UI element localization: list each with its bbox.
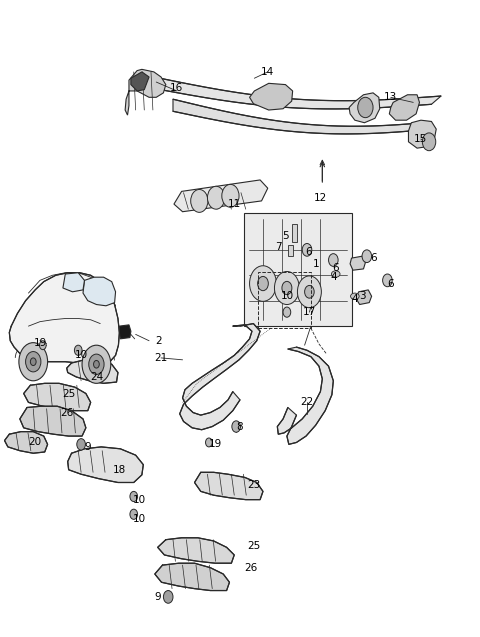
Circle shape <box>25 352 41 372</box>
Circle shape <box>89 354 104 375</box>
Circle shape <box>258 276 268 290</box>
Text: 9: 9 <box>155 592 161 602</box>
Circle shape <box>283 307 291 317</box>
Text: 6: 6 <box>387 278 394 289</box>
Text: 9: 9 <box>84 442 91 452</box>
Circle shape <box>232 421 240 433</box>
Text: 10: 10 <box>280 291 293 301</box>
Circle shape <box>130 491 138 501</box>
Circle shape <box>82 345 111 383</box>
Polygon shape <box>120 325 131 339</box>
Circle shape <box>302 243 312 256</box>
Text: 4: 4 <box>351 294 358 304</box>
Polygon shape <box>389 95 420 120</box>
Text: 21: 21 <box>155 353 168 363</box>
Polygon shape <box>67 360 118 383</box>
Circle shape <box>250 266 276 301</box>
Text: 18: 18 <box>113 465 126 475</box>
Polygon shape <box>63 273 84 292</box>
Bar <box>292 224 298 242</box>
Text: 19: 19 <box>33 338 47 348</box>
Text: 23: 23 <box>247 480 260 490</box>
Circle shape <box>205 438 212 447</box>
Polygon shape <box>408 120 436 148</box>
Circle shape <box>74 345 82 355</box>
Circle shape <box>275 271 300 304</box>
Text: 7: 7 <box>275 242 282 252</box>
Polygon shape <box>277 347 333 445</box>
Text: 3: 3 <box>359 291 365 301</box>
Text: 10: 10 <box>133 513 146 524</box>
Text: 6: 6 <box>305 247 312 257</box>
Circle shape <box>282 282 292 294</box>
Circle shape <box>298 276 322 308</box>
Polygon shape <box>244 213 351 326</box>
Circle shape <box>422 133 436 151</box>
Circle shape <box>358 97 373 118</box>
Polygon shape <box>4 432 48 454</box>
Ellipse shape <box>331 271 340 277</box>
Circle shape <box>163 590 173 603</box>
Polygon shape <box>157 538 234 563</box>
Text: 6: 6 <box>371 253 377 263</box>
Polygon shape <box>180 324 260 430</box>
Polygon shape <box>24 383 91 411</box>
Polygon shape <box>83 277 116 306</box>
Text: 8: 8 <box>237 422 243 431</box>
Polygon shape <box>68 447 144 482</box>
Text: 14: 14 <box>261 67 275 77</box>
Text: 5: 5 <box>282 231 289 241</box>
Text: 10: 10 <box>74 350 88 361</box>
Text: 24: 24 <box>91 372 104 382</box>
Ellipse shape <box>350 293 359 299</box>
Text: 13: 13 <box>384 92 397 103</box>
Text: 16: 16 <box>170 83 183 94</box>
Text: 19: 19 <box>208 440 222 449</box>
Text: 12: 12 <box>314 193 327 203</box>
Polygon shape <box>174 180 268 211</box>
Polygon shape <box>20 406 86 436</box>
Text: 26: 26 <box>244 562 257 573</box>
Circle shape <box>305 285 314 298</box>
Polygon shape <box>125 69 166 115</box>
Text: 4: 4 <box>330 272 336 282</box>
Polygon shape <box>349 93 380 123</box>
Text: 20: 20 <box>29 438 42 447</box>
Text: 17: 17 <box>303 307 316 317</box>
Polygon shape <box>356 290 372 304</box>
Circle shape <box>362 250 372 262</box>
Circle shape <box>130 509 138 519</box>
Text: 25: 25 <box>247 541 260 551</box>
Bar <box>288 245 293 256</box>
Polygon shape <box>131 72 149 91</box>
Circle shape <box>19 343 48 381</box>
Bar <box>258 272 311 328</box>
Text: 26: 26 <box>60 408 73 418</box>
Circle shape <box>94 361 99 368</box>
Polygon shape <box>250 83 293 110</box>
Circle shape <box>39 341 46 350</box>
Polygon shape <box>154 77 441 109</box>
Circle shape <box>383 274 392 287</box>
Text: 10: 10 <box>133 495 146 505</box>
Circle shape <box>77 439 85 450</box>
Polygon shape <box>155 563 229 590</box>
Circle shape <box>207 186 225 209</box>
Polygon shape <box>9 273 120 364</box>
Polygon shape <box>350 256 365 270</box>
Text: 25: 25 <box>62 389 75 399</box>
Circle shape <box>222 184 239 207</box>
Text: 6: 6 <box>333 262 339 273</box>
Circle shape <box>191 189 208 212</box>
Circle shape <box>30 358 36 366</box>
Polygon shape <box>194 472 263 499</box>
Text: 15: 15 <box>414 134 428 144</box>
Text: 11: 11 <box>228 199 241 209</box>
Circle shape <box>328 254 338 266</box>
Text: 1: 1 <box>313 259 320 269</box>
Polygon shape <box>173 99 432 134</box>
Text: 22: 22 <box>300 397 313 408</box>
Text: 2: 2 <box>156 336 162 346</box>
